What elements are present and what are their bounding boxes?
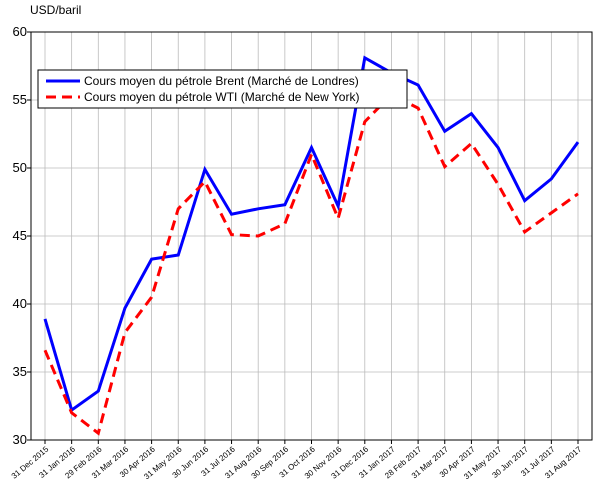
- plot-frame: [30, 31, 593, 441]
- legend-label: Cours moyen du pétrole WTI (Marché de Ne…: [84, 90, 359, 104]
- legend-label: Cours moyen du pétrole Brent (Marché de …: [84, 74, 359, 88]
- y-tick-label: 45: [13, 228, 27, 243]
- y-tick-label: 50: [13, 160, 27, 175]
- y-tick-label: 55: [13, 92, 27, 107]
- y-axis-label: USD/baril: [30, 3, 81, 17]
- line-series: [43, 55, 580, 413]
- y-tick-label: 30: [13, 432, 27, 447]
- y-tick-label: 40: [13, 296, 27, 311]
- y-tick-label: 35: [13, 364, 27, 379]
- y-tick-label: 60: [13, 24, 27, 39]
- legend-box: [37, 69, 408, 109]
